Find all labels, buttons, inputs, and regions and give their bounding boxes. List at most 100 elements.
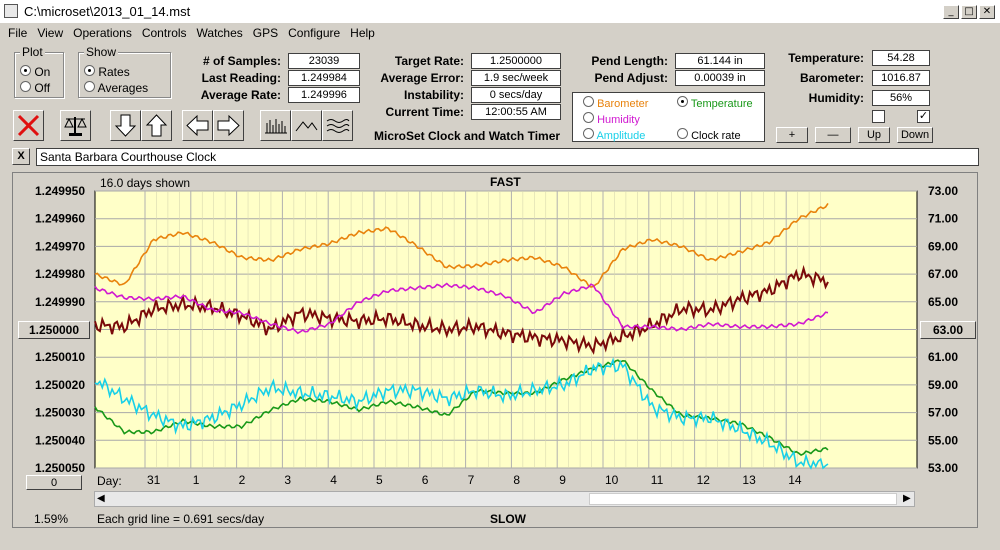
x-tick-label: 6 (422, 473, 429, 487)
current-time-label: Current Time: (385, 105, 464, 119)
current-time-value: 12:00:55 AM (471, 104, 561, 120)
maximize-icon[interactable]: □ (961, 5, 977, 19)
checkbox-2[interactable]: ✓ (917, 110, 930, 123)
x-tick-label: 8 (513, 473, 520, 487)
title-bar: C:\microset\2013_01_14.mst _ □ ✕ (0, 0, 1000, 24)
left-axis-tick-label: 1.250040 (35, 433, 85, 447)
right-axis-tick-label: 61.00 (928, 350, 958, 364)
right-axis-tick-label: 59.00 (928, 378, 958, 392)
day-prefix: Day: (97, 474, 122, 488)
series-selector: Barometer Temperature Humidity Amplitude… (572, 92, 765, 142)
zoom-in-button[interactable]: + (776, 127, 808, 143)
right-axis-tick-label: 57.00 (928, 406, 958, 420)
checkbox-1[interactable] (872, 110, 885, 123)
zoom-out-button[interactable]: — (815, 127, 851, 143)
left-arrow-icon (186, 114, 209, 137)
samples-label: # of Samples: (202, 54, 281, 68)
days-shown-label: 16.0 days shown (100, 176, 191, 190)
x-tick-label: 3 (284, 473, 291, 487)
left-axis-tick-label: 1.250030 (35, 406, 85, 420)
show-averages-radio[interactable]: Averages (84, 81, 148, 95)
right-axis-tick-label: 55.00 (928, 433, 958, 447)
target-rate-label: Target Rate: (394, 54, 464, 68)
menu-operations[interactable]: Operations (73, 26, 132, 40)
x-tick-label: 2 (239, 473, 246, 487)
x-tick-label: 4 (330, 473, 337, 487)
series-humidity-option[interactable]: Humidity (583, 112, 640, 126)
percent-label: 1.59% (34, 512, 69, 526)
right-axis-tick-label: 71.00 (928, 212, 958, 226)
pend-length-value: 61.144 in (675, 53, 765, 69)
scroll-left-button[interactable] (182, 110, 213, 141)
temperature-value: 54.28 (872, 50, 930, 66)
center-temp-button[interactable]: 63.00 (920, 321, 976, 339)
left-axis-tick-label: 1.250050 (35, 461, 85, 475)
series-barometer-option[interactable]: Barometer (583, 96, 648, 110)
up-button[interactable]: Up (858, 127, 890, 143)
radio-selected-icon (677, 96, 688, 107)
x-tick-label: 31 (147, 473, 161, 487)
humidity-value: 56% (872, 90, 930, 106)
checkmark-icon: ✓ (918, 110, 929, 122)
left-axis-tick-label: 1.250010 (35, 350, 85, 364)
scale-icon (64, 117, 87, 136)
plot-on-radio[interactable]: On (20, 65, 50, 79)
x-tick-label: 9 (559, 473, 566, 487)
pend-adjust-value: 0.00039 in (675, 70, 765, 86)
scroll-down-button[interactable] (110, 110, 141, 141)
scroll-up-button[interactable] (141, 110, 172, 141)
left-axis-tick-label: 1.250020 (35, 378, 85, 392)
close-icon[interactable]: ✕ (979, 5, 995, 19)
show-rates-radio[interactable]: Rates (84, 65, 130, 79)
description-field[interactable]: Santa Barbara Courthouse Clock (36, 148, 979, 166)
instability-label: Instability: (403, 88, 464, 102)
center-rate-button[interactable]: 1.250000 (18, 321, 90, 339)
barometer-value: 1016.87 (872, 70, 930, 86)
minimize-icon[interactable]: _ (943, 5, 959, 19)
bars-view-button[interactable] (260, 110, 291, 141)
menu-controls[interactable]: Controls (141, 26, 187, 40)
right-axis-tick-label: 73.00 (928, 184, 958, 198)
instability-value: 0 secs/day (471, 87, 561, 103)
average-error-value: 1.9 sec/week (471, 70, 561, 86)
plot-off-radio[interactable]: Off (20, 81, 50, 95)
app-caption: MicroSet Clock and Watch Timer (374, 129, 561, 143)
menu-file[interactable]: File (8, 26, 28, 40)
multiwave-view-button[interactable] (322, 110, 353, 141)
radio-empty-icon (583, 128, 594, 139)
wave-view-button[interactable] (291, 110, 322, 141)
series-amplitude-option[interactable]: Amplitude (583, 128, 645, 142)
scrollbar-thumb[interactable] (589, 493, 897, 505)
scroll-value-box[interactable]: 0 (26, 475, 82, 490)
menu-help[interactable]: Help (350, 26, 375, 40)
calibrate-button[interactable] (60, 110, 91, 141)
radio-empty-icon (20, 81, 31, 92)
scroll-left-arrow-icon[interactable]: ◀ (97, 493, 105, 504)
average-rate-label: Average Rate: (200, 88, 281, 102)
samples-value: 23039 (288, 53, 360, 69)
horizontal-scrollbar[interactable]: ◀ ▶ (94, 491, 915, 507)
x-tick-label: 13 (742, 473, 756, 487)
right-axis-tick-label: 53.00 (928, 461, 958, 475)
scroll-right-button[interactable] (213, 110, 244, 141)
series-clock-rate-option[interactable]: Clock rate (677, 128, 741, 142)
stop-button[interactable] (13, 110, 44, 141)
scroll-right-arrow-icon[interactable]: ▶ (903, 493, 911, 504)
menu-view[interactable]: View (37, 26, 64, 40)
show-group (78, 52, 171, 98)
up-arrow-icon (145, 114, 168, 137)
menu-configure[interactable]: Configure (288, 26, 341, 40)
fast-label: FAST (490, 175, 521, 189)
down-button[interactable]: Down (897, 127, 933, 143)
average-rate-value: 1.249996 (288, 87, 360, 103)
series-temperature-option[interactable]: Temperature (677, 96, 753, 110)
clear-description-button[interactable]: X (12, 148, 30, 165)
radio-empty-icon (84, 81, 95, 92)
last-reading-value: 1.249984 (288, 70, 360, 86)
menu-watches[interactable]: Watches (196, 26, 243, 40)
menu-gps[interactable]: GPS (252, 26, 279, 40)
average-error-label: Average Error: (380, 71, 464, 85)
window-title: C:\microset\2013_01_14.mst (24, 4, 191, 19)
pend-adjust-label: Pend Adjust: (594, 71, 668, 85)
